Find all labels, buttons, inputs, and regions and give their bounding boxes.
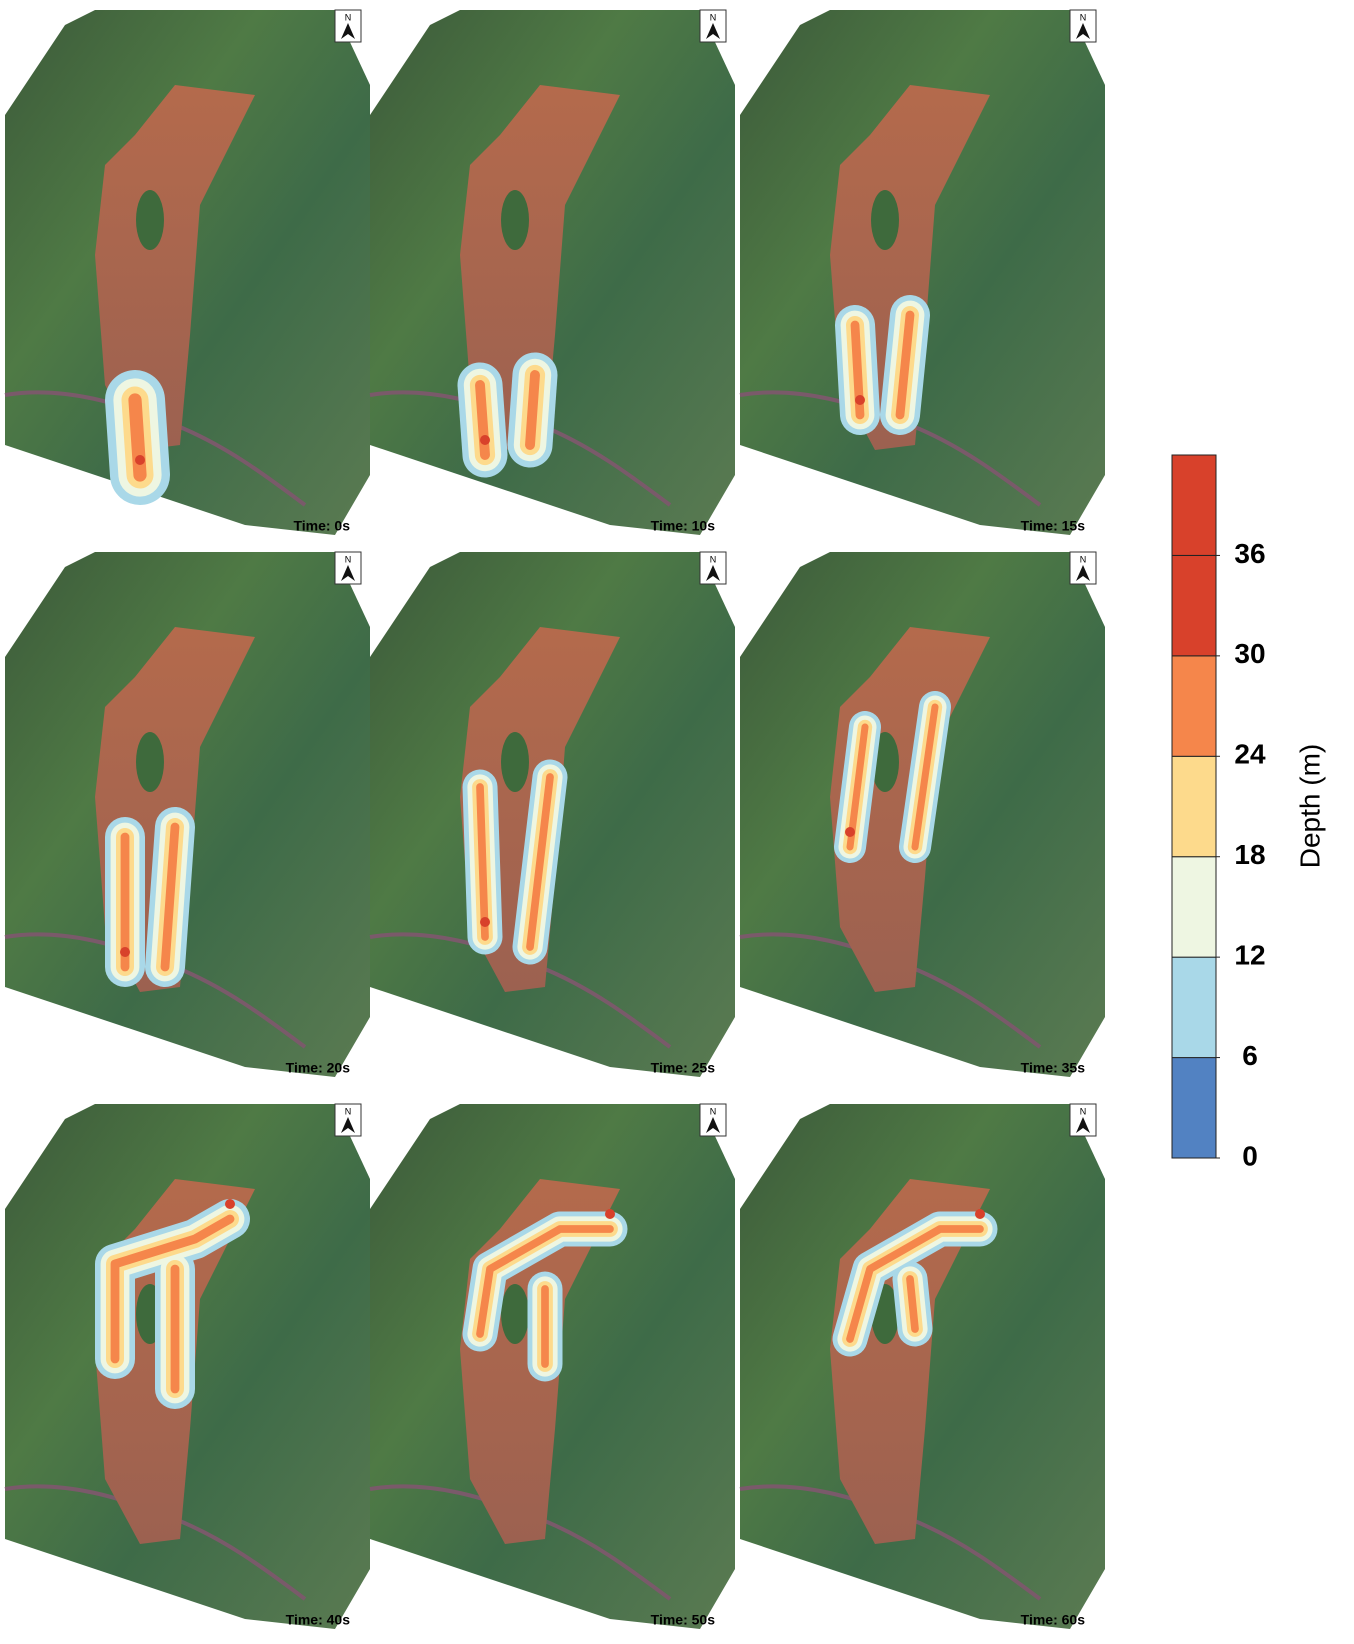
colorbar-tick-label: 0 — [1242, 1140, 1258, 1171]
time-label: Time: 25s — [651, 1060, 716, 1076]
time-label: Time: 50s — [651, 1612, 716, 1628]
map-panel: N Time: 10s — [370, 10, 735, 535]
depth-peak — [605, 1209, 615, 1219]
vegetation-island — [501, 1284, 529, 1344]
vegetation-island — [501, 732, 529, 792]
map-panel: N Time: 25s — [370, 552, 735, 1077]
time-label: Time: 15s — [1021, 518, 1086, 534]
colorbar-box — [1172, 857, 1216, 957]
depth-peak — [975, 1209, 985, 1219]
colorbar-tick-label: 6 — [1242, 1040, 1258, 1071]
time-label: Time: 10s — [651, 518, 716, 534]
north-label: N — [1080, 1106, 1087, 1116]
time-label: Time: 20s — [286, 1060, 351, 1076]
map-panel: N Time: 60s — [740, 1104, 1105, 1629]
colorbar-box — [1172, 957, 1216, 1057]
colorbar-tick-label: 18 — [1234, 839, 1265, 870]
depth-peak — [225, 1199, 235, 1209]
colorbar-tick-label: 12 — [1234, 940, 1265, 971]
depth-peak — [135, 455, 145, 465]
depth-peak — [480, 435, 490, 445]
colorbar-tick-label: 36 — [1234, 538, 1265, 569]
north-label: N — [710, 1106, 717, 1116]
map-panel: N Time: 0s — [5, 10, 370, 535]
north-label: N — [710, 554, 717, 564]
colorbar-box — [1172, 756, 1216, 856]
time-label: Time: 60s — [1021, 1612, 1086, 1628]
north-label: N — [1080, 554, 1087, 564]
north-label: N — [1080, 12, 1087, 22]
colorbar-box — [1172, 656, 1216, 756]
map-panel: N Time: 15s — [740, 10, 1105, 535]
depth-peak — [855, 395, 865, 405]
colorbar-label: Depth (m) — [1294, 744, 1325, 868]
figure: Depth (m) NTime: 0sNTime: 10sNTime: 15sN… — [0, 0, 1354, 1644]
north-label: N — [345, 12, 352, 22]
colorbar-box — [1172, 555, 1216, 655]
colorbar-box — [1172, 1058, 1216, 1158]
vegetation-island — [136, 190, 164, 250]
depth-contour — [480, 787, 485, 937]
map-panel: N Time: 40s — [5, 1104, 370, 1629]
depth-contour — [530, 375, 535, 445]
colorbar-box — [1172, 455, 1216, 555]
vegetation-island — [501, 190, 529, 250]
depth-peak — [120, 947, 130, 957]
north-label: N — [345, 1106, 352, 1116]
colorbar-tick-label: 30 — [1234, 638, 1265, 669]
north-label: N — [345, 554, 352, 564]
vegetation-island — [136, 732, 164, 792]
vegetation-island — [871, 190, 899, 250]
north-label: N — [710, 12, 717, 22]
map-panel: N Time: 35s — [740, 552, 1105, 1077]
depth-contour — [910, 1279, 915, 1329]
depth-peak — [480, 917, 490, 927]
time-label: Time: 0s — [293, 518, 350, 534]
map-panel: N Time: 50s — [370, 1104, 735, 1629]
time-label: Time: 40s — [286, 1612, 351, 1628]
depth-peak — [845, 827, 855, 837]
time-label: Time: 35s — [1021, 1060, 1086, 1076]
map-panel: N Time: 20s — [5, 552, 370, 1077]
colorbar-tick-label: 24 — [1234, 739, 1266, 770]
